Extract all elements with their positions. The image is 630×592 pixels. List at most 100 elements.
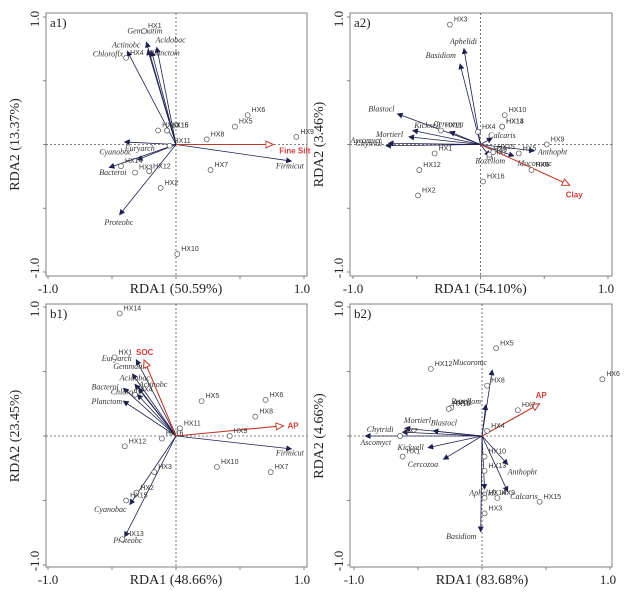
site-point: [481, 453, 488, 460]
site-label: HX2: [404, 428, 418, 435]
site-point: [252, 413, 259, 420]
species-arrow: [124, 435, 177, 538]
panel-b2: -1.0 1.0 1.0 -1.0 RDA1 (83.68%) RDA2 (4.66%) b…: [312, 301, 620, 588]
site-label: HX1: [407, 449, 421, 456]
site-label: HX6: [606, 371, 620, 378]
x-tick-label: 1.0: [294, 281, 310, 296]
species-label: Chloroflx: [111, 388, 142, 397]
site-label: HX6: [252, 107, 266, 114]
y-tick-label: 1.0: [27, 301, 42, 317]
panel-label: a1): [50, 15, 67, 30]
site-label: HX1: [148, 23, 162, 30]
species-label: Calcaris: [488, 131, 516, 140]
species-label: Ascomyct: [349, 136, 381, 145]
species-arrow: [146, 49, 177, 145]
species-label: Mortierl: [403, 416, 432, 425]
x-tick-label: -1.0: [38, 572, 59, 587]
site-point: [166, 142, 173, 149]
species-label: Rozellom: [450, 397, 481, 406]
species-arrow: [175, 435, 293, 452]
env-arrow: [481, 404, 540, 437]
species-label: Actinobc: [138, 380, 168, 389]
site-label: HX15: [130, 493, 148, 500]
site-point: [141, 28, 147, 34]
site-point: [226, 433, 233, 439]
x-axis-label: RDA1 (54.10%): [434, 282, 527, 297]
site-point: [159, 435, 165, 442]
site-label: HX13: [489, 463, 507, 470]
site-label: HX10: [221, 459, 239, 466]
site-label: HX14: [125, 158, 143, 165]
species-label: Proteobc: [112, 536, 142, 545]
species-arrow: [175, 144, 293, 164]
y-axis-label: RDA2 (13.37%): [8, 98, 23, 191]
species-label: Cyanobac: [99, 148, 132, 157]
y-axis-label: RDA2 (3.46%): [312, 101, 327, 187]
site-label: HX11: [184, 420, 201, 427]
site-point: [116, 310, 123, 317]
species-label: Kickxell: [413, 121, 441, 130]
site-point: [397, 433, 403, 439]
site-point: [151, 469, 158, 475]
species-label: Chloroflx: [93, 50, 124, 59]
species-arrow: [154, 46, 177, 145]
panel-label: b1): [50, 306, 67, 321]
species-label: Cyanobac: [94, 505, 127, 514]
site-point: [493, 345, 499, 352]
site-label: HX16: [171, 122, 189, 129]
site-point: [499, 123, 506, 130]
site-label: HX6: [536, 162, 550, 169]
site-point: [132, 391, 138, 398]
site-point: [203, 136, 210, 143]
site-point: [490, 149, 497, 155]
species-label: Mucoromc: [452, 358, 488, 367]
x-axis-label: RDA1 (83.68%): [436, 573, 529, 588]
site-label: HX11: [174, 138, 191, 145]
site-point: [157, 185, 164, 191]
site-point: [121, 443, 128, 450]
y-tick-label: -1.0: [27, 551, 42, 572]
x-axis-label: RDA1 (48.66%): [130, 573, 223, 588]
site-label: HX4: [482, 124, 496, 131]
site-point: [501, 112, 508, 119]
site-label: HX5: [206, 393, 220, 400]
x-axis-label: RDA1 (50.59%): [130, 282, 223, 297]
site-label: HX14: [124, 305, 142, 312]
site-point: [132, 169, 138, 176]
species-arrow: [136, 393, 177, 437]
species-label: Cercozoa: [433, 120, 463, 129]
site-label: HX9: [551, 137, 565, 144]
site-point: [431, 150, 438, 157]
site-label: HX4: [491, 423, 505, 430]
site-point: [445, 406, 452, 412]
site-point: [494, 495, 501, 501]
site-point: [146, 168, 152, 175]
site-label: HX12: [129, 438, 147, 445]
y-axis-label: RDA2 (23.45%): [8, 389, 23, 482]
species-label: Chytridi: [367, 425, 394, 434]
species-label: Bacteroi: [92, 383, 119, 392]
species-label: Ascomyct: [359, 438, 391, 447]
site-label: HX15: [497, 144, 515, 151]
site-label: HX16: [487, 173, 505, 180]
y-tick-label: 1.0: [331, 11, 346, 27]
site-label: HX3: [454, 17, 468, 24]
site-label: HX4: [130, 50, 144, 57]
site-label: HX8: [493, 147, 507, 154]
site-label: HX16: [166, 431, 184, 438]
species-label: Proteobc: [103, 218, 133, 227]
site-point: [118, 163, 124, 170]
site-point: [481, 510, 488, 517]
site-label: HX10: [509, 107, 527, 114]
species-label: Aphelidi: [468, 488, 496, 497]
site-label: HX12: [423, 162, 441, 169]
site-point: [174, 251, 181, 257]
site-label: HX2: [165, 180, 179, 187]
env-label: SOC: [136, 348, 154, 357]
site-label: HX2: [422, 188, 436, 195]
species-label: Kickxell: [397, 443, 425, 452]
species-label: Planctom: [91, 397, 123, 406]
species-arrow: [480, 137, 493, 145]
